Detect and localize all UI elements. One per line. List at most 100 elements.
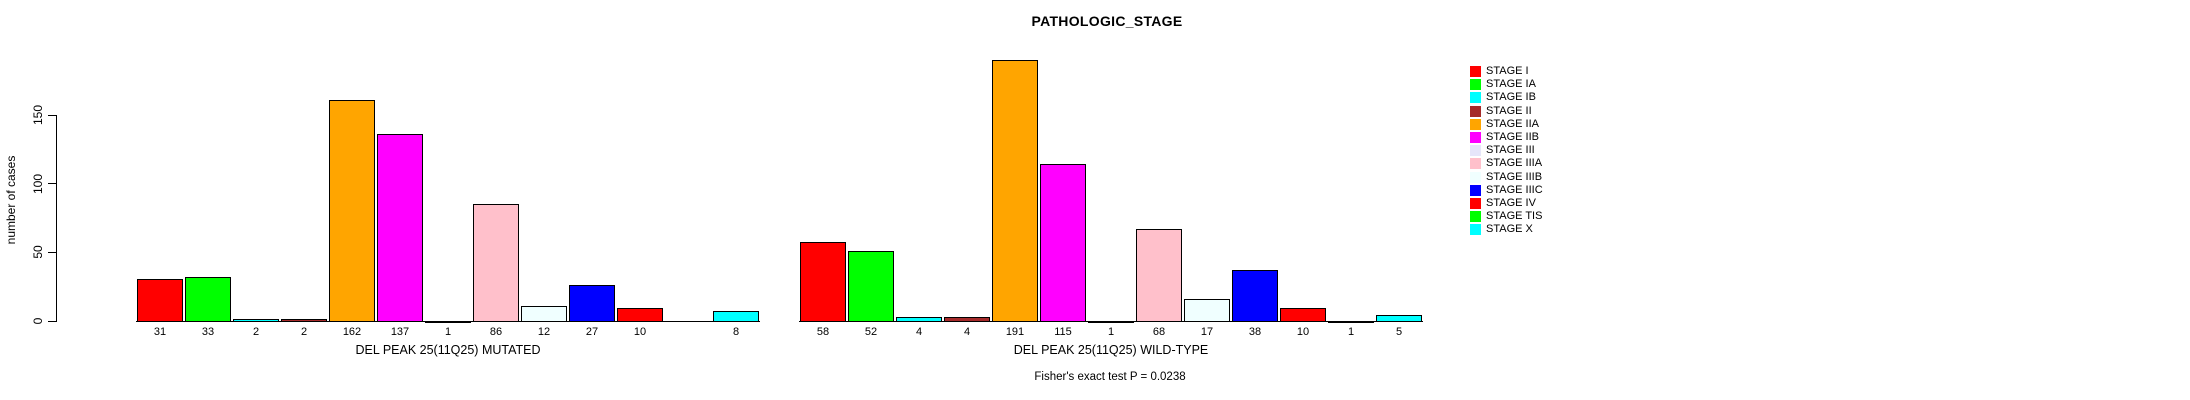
bar-count-del-peak-25-11q25-wild-type-stage-x: 5 (1395, 326, 1403, 338)
x-axis-title-del-peak-25-11q25-mutated: DEL PEAK 25(11Q25) MUTATED (355, 343, 541, 357)
bar-del-peak-25-11q25-mutated-stage-iii (425, 320, 471, 323)
bar-del-peak-25-11q25-wild-type-stage-i (800, 242, 846, 322)
bar-del-peak-25-11q25-wild-type-stage-iiib (1184, 298, 1230, 322)
bar-del-peak-25-11q25-mutated-stage-iia (329, 99, 375, 322)
legend-label-stage-ia: STAGE IA (1486, 78, 1536, 91)
bar-del-peak-25-11q25-mutated-stage-x (713, 311, 759, 322)
bar-count-del-peak-25-11q25-wild-type-stage-iiib: 17 (1200, 326, 1214, 338)
legend-item-stage-iia: STAGE IIA (1470, 118, 1543, 131)
legend-label-stage-ii: STAGE II (1486, 104, 1532, 117)
bar-count-del-peak-25-11q25-wild-type-stage-iib: 115 (1054, 326, 1072, 338)
legend-swatch-stage-iv (1470, 197, 1481, 209)
legend-swatch-stage-iii (1470, 145, 1481, 157)
bar-count-del-peak-25-11q25-wild-type-stage-ia: 52 (864, 326, 878, 338)
bar-del-peak-25-11q25-wild-type-stage-iiic (1232, 269, 1278, 322)
legend-swatch-stage-ia (1470, 79, 1481, 91)
y-axis-label: number of cases (4, 155, 18, 245)
bar-count-del-peak-25-11q25-wild-type-stage-iiia: 68 (1152, 326, 1166, 338)
bar-count-del-peak-25-11q25-mutated-stage-iv: 10 (633, 326, 647, 338)
legend-label-stage-ib: STAGE IB (1486, 91, 1536, 104)
legend-label-stage-i: STAGE I (1486, 65, 1529, 78)
bar-del-peak-25-11q25-mutated-stage-iib (377, 133, 423, 322)
y-axis-line (56, 115, 57, 322)
bar-del-peak-25-11q25-wild-type-stage-iiia (1136, 228, 1182, 322)
chart-title: PATHOLOGIC_STAGE (1031, 13, 1183, 29)
bar-count-del-peak-25-11q25-mutated-stage-iiic: 27 (585, 326, 599, 338)
bar-del-peak-25-11q25-wild-type-stage-ia (848, 250, 894, 322)
y-tick-mark (48, 251, 56, 253)
bar-count-del-peak-25-11q25-mutated-stage-i: 31 (153, 326, 167, 338)
y-tick-label: 100 (31, 173, 45, 194)
legend-label-stage-iia: STAGE IIA (1486, 117, 1539, 130)
bar-count-del-peak-25-11q25-wild-type-stage-tis: 1 (1347, 326, 1355, 338)
bar-count-del-peak-25-11q25-wild-type-stage-ii: 4 (963, 326, 971, 338)
bar-count-del-peak-25-11q25-wild-type-stage-iii: 1 (1107, 326, 1115, 338)
bar-count-del-peak-25-11q25-mutated-stage-iiia: 86 (489, 326, 503, 338)
legend-label-stage-iiib: STAGE IIIB (1486, 170, 1543, 183)
legend-item-stage-ib: STAGE IB (1470, 91, 1543, 104)
legend-swatch-stage-i (1470, 66, 1481, 78)
bar-del-peak-25-11q25-mutated-stage-ia (185, 276, 231, 322)
bar-count-del-peak-25-11q25-wild-type-stage-iiic: 38 (1248, 326, 1262, 338)
legend-item-stage-iiib: STAGE IIIB (1470, 171, 1543, 184)
y-tick-label: 150 (31, 104, 45, 126)
bar-count-del-peak-25-11q25-wild-type-stage-i: 58 (816, 326, 830, 338)
y-tick-label: 0 (31, 317, 45, 325)
bar-del-peak-25-11q25-mutated-stage-iiia (473, 203, 519, 322)
legend-item-stage-iv: STAGE IV (1470, 197, 1543, 210)
bar-del-peak-25-11q25-wild-type-stage-iib (1040, 164, 1086, 322)
bar-del-peak-25-11q25-wild-type-stage-ii (944, 316, 990, 322)
bar-count-del-peak-25-11q25-mutated-stage-ib: 2 (252, 326, 260, 338)
legend-item-stage-iiic: STAGE IIIC (1470, 184, 1543, 197)
bar-count-del-peak-25-11q25-mutated-stage-ia: 33 (201, 326, 215, 338)
y-tick-mark (48, 183, 56, 185)
legend-item-stage-ia: STAGE IA (1470, 78, 1543, 91)
bar-count-del-peak-25-11q25-mutated-stage-iib: 137 (390, 326, 410, 338)
x-axis-title-del-peak-25-11q25-wild-type: DEL PEAK 25(11Q25) WILD-TYPE (1013, 343, 1209, 357)
y-tick-mark (48, 320, 56, 322)
y-tick-label: 50 (31, 245, 45, 260)
bar-del-peak-25-11q25-mutated-stage-iv (617, 308, 663, 322)
legend-label-stage-iv: STAGE IV (1486, 196, 1536, 209)
legend-label-stage-tis: STAGE TIS (1486, 210, 1543, 223)
y-tick-mark (48, 114, 56, 116)
bar-del-peak-25-11q25-mutated-stage-iiib (521, 305, 567, 322)
bar-count-del-peak-25-11q25-wild-type-stage-iia: 191 (1005, 326, 1025, 338)
legend-item-stage-tis: STAGE TIS (1470, 210, 1543, 223)
bar-count-del-peak-25-11q25-mutated-stage-iia: 162 (342, 326, 362, 338)
bar-del-peak-25-11q25-wild-type-stage-ib (896, 316, 942, 322)
legend-swatch-stage-iib (1470, 132, 1481, 144)
legend-item-stage-iiia: STAGE IIIA (1470, 157, 1543, 170)
legend-item-stage-i: STAGE I (1470, 65, 1543, 78)
bar-count-del-peak-25-11q25-mutated-stage-x: 8 (732, 326, 740, 338)
bar-del-peak-25-11q25-wild-type-stage-x (1376, 315, 1422, 322)
bar-del-peak-25-11q25-mutated-stage-ii (281, 319, 327, 322)
bar-count-del-peak-25-11q25-wild-type-stage-ib: 4 (915, 326, 923, 338)
bar-count-del-peak-25-11q25-mutated-stage-iiib: 12 (537, 326, 551, 338)
legend-swatch-stage-iiic (1470, 184, 1481, 196)
legend-swatch-stage-x (1470, 224, 1481, 236)
bar-del-peak-25-11q25-mutated-stage-iiic (569, 284, 615, 322)
bar-count-del-peak-25-11q25-mutated-stage-ii: 2 (300, 326, 308, 338)
legend-swatch-stage-ii (1470, 105, 1481, 117)
bar-del-peak-25-11q25-mutated-stage-i (137, 279, 183, 322)
legend-swatch-stage-iiib (1470, 171, 1481, 183)
legend-item-stage-iib: STAGE IIB (1470, 131, 1543, 144)
bar-del-peak-25-11q25-mutated-stage-ib (233, 319, 279, 322)
fisher-test-annotation: Fisher's exact test P = 0.0238 (1034, 371, 1186, 383)
bar-del-peak-25-11q25-wild-type-stage-iia (992, 59, 1038, 322)
legend-item-stage-ii: STAGE II (1470, 105, 1543, 118)
bar-del-peak-25-11q25-wild-type-stage-tis (1328, 320, 1374, 323)
legend-label-stage-iiia: STAGE IIIA (1486, 157, 1543, 170)
legend-swatch-stage-tis (1470, 211, 1481, 223)
legend-item-stage-x: STAGE X (1470, 223, 1543, 236)
legend-swatch-stage-ib (1470, 92, 1481, 104)
legend-label-stage-iib: STAGE IIB (1486, 131, 1539, 144)
legend-label-stage-iiic: STAGE IIIC (1486, 183, 1543, 196)
legend-item-stage-iii: STAGE III (1470, 144, 1543, 157)
legend-swatch-stage-iia (1470, 118, 1481, 130)
bar-del-peak-25-11q25-wild-type-stage-iv (1280, 308, 1326, 322)
legend-label-stage-iii: STAGE III (1486, 144, 1535, 157)
bar-count-del-peak-25-11q25-mutated-stage-iii: 1 (444, 326, 452, 338)
